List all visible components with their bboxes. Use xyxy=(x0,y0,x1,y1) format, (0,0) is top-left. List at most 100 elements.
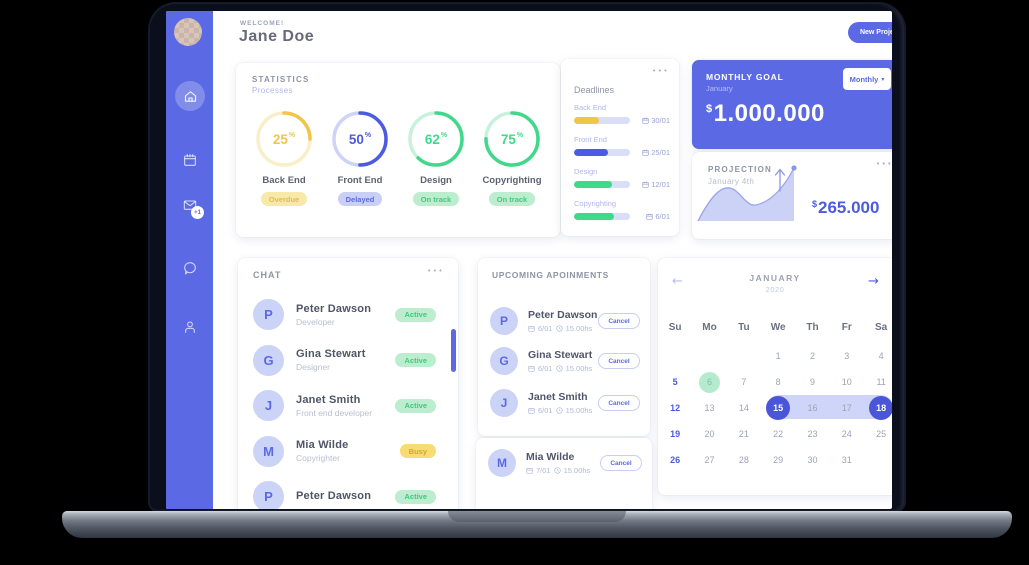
calendar-day[interactable]: 21 xyxy=(738,429,749,439)
chat-member-row[interactable]: M Mia Wilde Copyrighter Busy xyxy=(238,429,458,475)
deadline-date: 6/01 xyxy=(646,212,670,221)
calendar-day[interactable]: 31 xyxy=(841,455,852,465)
more-options-icon[interactable]: ••• xyxy=(652,67,669,75)
calendar-day-range-end[interactable]: 18 xyxy=(864,395,892,421)
calendar-day[interactable]: 17 xyxy=(841,403,852,413)
monthly-goal-amount: $1.000.000 xyxy=(706,100,825,127)
calendar-day[interactable]: 27 xyxy=(704,455,715,465)
calendar-card: ← → JANUARY 2020 Su Mo Tu We Th Fr Sa 1 … xyxy=(658,258,892,495)
appointment-row: M Mia Wilde 7/01 15.00hs Cancel xyxy=(488,448,642,478)
monthly-goal-title: MONTHLY GOAL xyxy=(706,72,784,82)
calendar-day-range-start[interactable]: 15 xyxy=(761,395,795,421)
welcome-label: WELCOME! xyxy=(240,20,285,27)
mail-notification-badge: +1 xyxy=(191,206,204,219)
calendar-day[interactable]: 24 xyxy=(841,429,852,439)
chat-title: CHAT xyxy=(253,270,282,280)
calendar-day[interactable]: 7 xyxy=(741,377,747,387)
avatar: G xyxy=(253,344,284,376)
progress-ring: 62% xyxy=(407,110,465,168)
calendar-day[interactable]: 16 xyxy=(807,403,818,413)
cancel-button[interactable]: Cancel xyxy=(598,395,640,411)
calendar-day[interactable]: 28 xyxy=(738,455,749,465)
calendar-day[interactable]: 9 xyxy=(809,377,815,387)
monthly-goal-month: January xyxy=(706,84,733,93)
calendar-day-highlighted[interactable]: 6 xyxy=(692,369,726,395)
chat-member-row[interactable]: J Janet Smith Front end developer Active xyxy=(238,383,458,429)
user-avatar[interactable] xyxy=(174,18,202,46)
person-icon xyxy=(184,321,195,333)
sidebar-item-chat[interactable] xyxy=(166,260,213,276)
chat-member-row[interactable]: G Gina Stewart Designer Active xyxy=(238,338,458,384)
progress-ring: 25% xyxy=(255,110,313,168)
progress-ring: 50% xyxy=(331,110,389,168)
laptop-base xyxy=(62,511,1012,538)
calendar-day[interactable]: 11 xyxy=(876,377,886,387)
calendar-icon xyxy=(642,181,649,188)
status-badge: Overdue xyxy=(260,192,308,206)
laptop-bezel: +1 WELCOME! Jane Doe New Project STATIST… xyxy=(148,2,906,512)
calendar-next-button[interactable]: → xyxy=(868,274,879,289)
more-options-icon[interactable]: ••• xyxy=(876,160,892,168)
appointments-card-continued: M Mia Wilde 7/01 15.00hs Cancel xyxy=(476,438,652,509)
calendar-day[interactable]: 10 xyxy=(841,377,852,387)
calendar-prev-button[interactable]: ← xyxy=(672,274,683,289)
calendar-day xyxy=(727,343,761,369)
deadline-date: 25/01 xyxy=(642,148,670,157)
monthly-goal-card: MONTHLY GOAL January $1.000.000 Monthly ▾ xyxy=(692,60,892,149)
calendar-day[interactable]: 30 xyxy=(807,455,818,465)
sidebar-item-home[interactable] xyxy=(175,81,205,111)
calendar-day[interactable]: 3 xyxy=(844,351,850,361)
sidebar-item-profile[interactable] xyxy=(166,319,213,335)
avatar: P xyxy=(253,481,284,509)
calendar-day[interactable]: 4 xyxy=(878,351,884,361)
home-icon xyxy=(184,90,196,102)
stat-label: Back End xyxy=(262,175,306,186)
sidebar-item-mail[interactable] xyxy=(166,197,213,213)
calendar-day[interactable]: 13 xyxy=(704,403,715,413)
deadline-row: Front End 25/01 xyxy=(574,135,670,157)
cancel-button[interactable]: Cancel xyxy=(598,353,640,369)
chat-bubble-icon xyxy=(183,262,196,275)
calendar-day[interactable]: 26 xyxy=(670,455,681,465)
sidebar: +1 xyxy=(166,11,213,509)
calendar-day[interactable]: 25 xyxy=(876,429,887,439)
chat-member-row[interactable]: P Peter Dawson Developer Active xyxy=(238,292,458,338)
appointments-card: UPCOMING APOINMENTS P Peter Dawson 6/01 1… xyxy=(478,258,650,436)
calendar-day[interactable]: 22 xyxy=(773,429,784,439)
avatar: J xyxy=(490,389,518,417)
more-options-icon[interactable]: ••• xyxy=(427,267,444,275)
sidebar-item-calendar[interactable] xyxy=(166,152,213,168)
calendar-day[interactable]: 1 xyxy=(775,351,781,361)
statistics-card: STATISTICS Processes 25% Back End Overdu… xyxy=(236,63,560,237)
calendar-day[interactable]: 8 xyxy=(775,377,781,387)
deadline-row: Copyrighting 6/01 xyxy=(574,199,670,221)
calendar-day[interactable]: 29 xyxy=(773,455,784,465)
calendar-day xyxy=(658,343,692,369)
page-title-user-name: Jane Doe xyxy=(239,28,315,45)
avatar: P xyxy=(490,307,518,335)
calendar-icon xyxy=(646,213,654,220)
calendar-day[interactable]: 2 xyxy=(809,351,815,361)
calendar-day[interactable]: 5 xyxy=(672,377,678,387)
calendar-icon xyxy=(642,117,649,124)
chat-member-row[interactable]: P Peter Dawson Active xyxy=(238,474,458,509)
deadline-row: Back End 30/01 xyxy=(574,103,670,125)
cancel-button[interactable]: Cancel xyxy=(598,313,640,329)
arrow-up-icon xyxy=(774,168,786,192)
stat-label: Front End xyxy=(337,175,383,186)
period-selector-dropdown[interactable]: Monthly ▾ xyxy=(843,68,891,90)
cancel-button[interactable]: Cancel xyxy=(600,455,642,471)
calendar-day[interactable]: 14 xyxy=(738,403,749,413)
calendar-day[interactable]: 23 xyxy=(807,429,818,439)
appointments-title: UPCOMING APOINMENTS xyxy=(492,270,609,280)
avatar: P xyxy=(253,299,284,331)
calendar-grid: 1 2 3 4 5 6 7 8 9 10 11 12 13 14 15 16 1… xyxy=(658,343,892,473)
calendar-day[interactable]: 20 xyxy=(704,429,715,439)
status-badge: Delayed xyxy=(337,192,383,206)
calendar-day[interactable]: 12 xyxy=(670,403,681,413)
new-project-button[interactable]: New Project xyxy=(848,22,892,43)
status-badge: On track xyxy=(412,192,460,206)
status-badge: On track xyxy=(488,192,536,206)
calendar-day[interactable]: 19 xyxy=(670,429,681,439)
scrollbar-thumb[interactable] xyxy=(451,329,456,372)
